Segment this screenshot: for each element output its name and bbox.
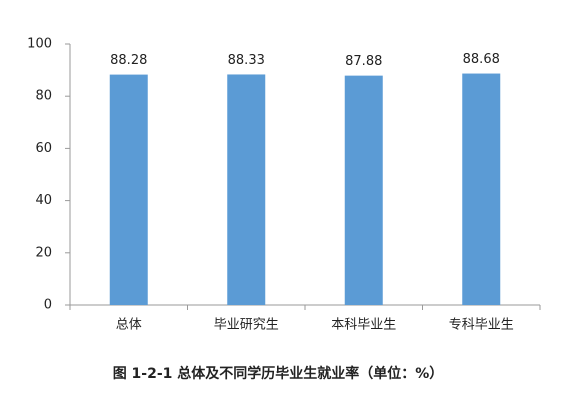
y-tick-label: 60 (35, 141, 52, 156)
x-tick-label: 总体 (116, 318, 142, 333)
x-tick-label: 本科毕业生 (331, 318, 396, 333)
chart-title: 图 1-2-1 总体及不同学历毕业生就业率（单位：%） (113, 365, 444, 382)
value-label: 88.28 (110, 53, 147, 68)
y-tick-label: 20 (35, 245, 52, 260)
y-tick-label: 40 (35, 193, 52, 208)
value-label: 87.88 (345, 54, 382, 69)
y-tick-label: 100 (27, 37, 52, 52)
y-tick-label: 0 (44, 298, 52, 313)
bar (462, 73, 501, 305)
x-tick-label: 毕业研究生 (214, 318, 279, 333)
y-tick-label: 80 (35, 89, 52, 104)
bar (227, 74, 266, 305)
x-tick-label: 专科毕业生 (449, 318, 514, 333)
value-label: 88.68 (463, 52, 500, 67)
bar (344, 75, 383, 305)
value-label: 88.33 (228, 53, 265, 68)
bar (109, 74, 148, 305)
